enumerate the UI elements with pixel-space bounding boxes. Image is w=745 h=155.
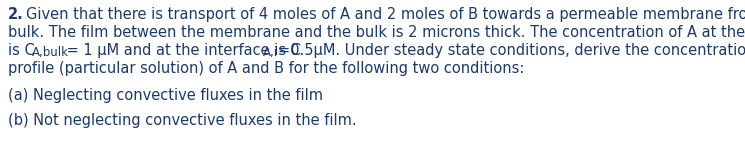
Text: = 1 μM and at the interface is C: = 1 μM and at the interface is C [62,43,301,58]
Text: A,bulk: A,bulk [32,46,69,59]
Text: (a) Neglecting convective fluxes in the film: (a) Neglecting convective fluxes in the … [8,88,323,103]
Text: (b) Not neglecting convective fluxes in the film.: (b) Not neglecting convective fluxes in … [8,113,357,128]
Text: profile (particular solution) of A and B for the following two conditions:: profile (particular solution) of A and B… [8,61,524,76]
Text: bulk. The film between the membrane and the bulk is 2 microns thick. The concent: bulk. The film between the membrane and … [8,25,745,40]
Text: A,i: A,i [263,46,279,59]
Text: =0.5μM. Under steady state conditions, derive the concentration: =0.5μM. Under steady state conditions, d… [278,43,745,58]
Text: is C: is C [8,43,35,58]
Text: 2.: 2. [8,7,24,22]
Text: Given that there is transport of 4 moles of A and 2 moles of B towards a permeab: Given that there is transport of 4 moles… [26,7,745,22]
